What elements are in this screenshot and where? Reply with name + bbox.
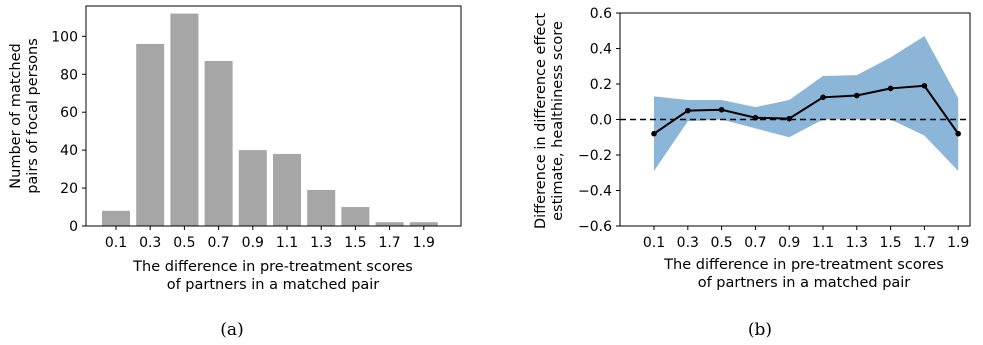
y-tick-label: −0.2 — [578, 148, 612, 164]
y-tick-label: −0.4 — [578, 184, 612, 200]
x-axis-label-line1: The difference in pre-treatment scores — [663, 257, 944, 273]
x-tick-label: 0.1 — [105, 235, 127, 251]
y-axis-ticks: 0 20 40 60 80 100 — [51, 29, 86, 235]
estimate-line — [653, 84, 960, 135]
plot-frame — [619, 12, 971, 227]
x-tick-label: 1.3 — [846, 235, 868, 251]
y-tick-label: 0.4 — [590, 42, 612, 58]
bar — [204, 61, 233, 226]
data-point — [854, 92, 860, 99]
panel-a: 0 20 40 60 80 100 0.1 0.3 0.5 0.7 0.9 1.1 1.3 1.5 1.7… — [8, 5, 462, 340]
x-tick-label: 1.9 — [947, 235, 969, 251]
x-tick-label: 1.9 — [413, 235, 435, 251]
estimate-points — [651, 82, 961, 137]
x-tick-label: 1.5 — [344, 235, 366, 251]
y-tick-label: 0 — [69, 219, 78, 235]
y-tick-label: 100 — [51, 29, 78, 45]
x-tick-label: 0.7 — [744, 235, 766, 251]
x-tick-label: 1.3 — [310, 235, 332, 251]
y-axis-label-line2: pairs of focal persons — [25, 38, 41, 194]
data-point — [718, 106, 725, 113]
bar — [307, 189, 336, 226]
y-tick-label: 0.2 — [590, 77, 612, 93]
bar — [273, 153, 301, 226]
x-axis-ticks: 0.1 0.3 0.5 0.7 0.9 1.1 1.3 1.5 1.7 1.9 — [643, 226, 969, 251]
bar — [409, 222, 438, 226]
data-point — [752, 114, 759, 121]
data-point — [887, 85, 894, 92]
x-tick-label: 1.7 — [913, 235, 935, 251]
x-axis-label-line2: of partners in a matched pair — [698, 275, 911, 291]
bar — [136, 43, 165, 227]
x-axis-ticks: 0.1 0.3 0.5 0.7 0.9 1.1 1.3 1.5 1.7 1.9 — [105, 226, 435, 251]
y-tick-label: 40 — [60, 143, 78, 159]
bar — [102, 210, 130, 226]
x-tick-label: 1.7 — [378, 235, 400, 251]
y-axis-label-line1: Difference in difference effect — [533, 13, 549, 229]
x-tick-label: 0.7 — [207, 235, 229, 251]
x-tick-label: 1.1 — [812, 235, 834, 251]
y-axis-label-line1: Number of matched — [8, 43, 24, 188]
data-point — [651, 130, 657, 137]
confidence-band — [654, 36, 959, 171]
y-axis-label-line2: estimate, healthiness score — [550, 21, 566, 221]
y-tick-label: −0.6 — [578, 219, 612, 235]
data-point — [786, 115, 792, 122]
caption-a: (a) — [220, 320, 243, 340]
y-tick-label: 0.6 — [590, 6, 612, 22]
x-tick-label: 0.1 — [643, 235, 665, 251]
data-point — [685, 107, 691, 114]
y-tick-label: 20 — [60, 181, 78, 197]
panel-b: −0.6 −0.4 −0.2 0.0 0.2 0.4 0.6 0.1 0.3 0.5 0.7 0.9… — [533, 6, 971, 340]
y-tick-label: 60 — [60, 105, 78, 121]
y-tick-label: 0.0 — [590, 113, 612, 129]
x-tick-label: 0.3 — [139, 235, 161, 251]
x-tick-label: 0.5 — [173, 235, 195, 251]
caption-b: (b) — [748, 320, 772, 340]
x-tick-label: 0.9 — [778, 235, 800, 251]
y-tick-label: 80 — [60, 67, 78, 83]
bar-series — [102, 13, 438, 227]
x-tick-label: 0.3 — [677, 235, 699, 251]
x-axis-label-line1: The difference in pre-treatment scores — [132, 259, 413, 275]
data-point — [820, 94, 826, 101]
x-axis-label-line2: of partners in a matched pair — [167, 277, 380, 293]
plot-frame — [85, 5, 462, 227]
data-point — [921, 82, 928, 89]
y-axis-ticks: −0.6 −0.4 −0.2 0.0 0.2 0.4 0.6 — [578, 6, 620, 235]
bar — [341, 207, 370, 226]
x-tick-label: 0.9 — [242, 235, 264, 251]
data-point — [955, 130, 961, 137]
bar — [238, 150, 267, 226]
x-tick-label: 1.5 — [879, 235, 901, 251]
x-tick-label: 1.1 — [276, 235, 298, 251]
bar — [375, 222, 404, 226]
bar — [170, 13, 199, 226]
x-tick-label: 0.5 — [710, 235, 732, 251]
